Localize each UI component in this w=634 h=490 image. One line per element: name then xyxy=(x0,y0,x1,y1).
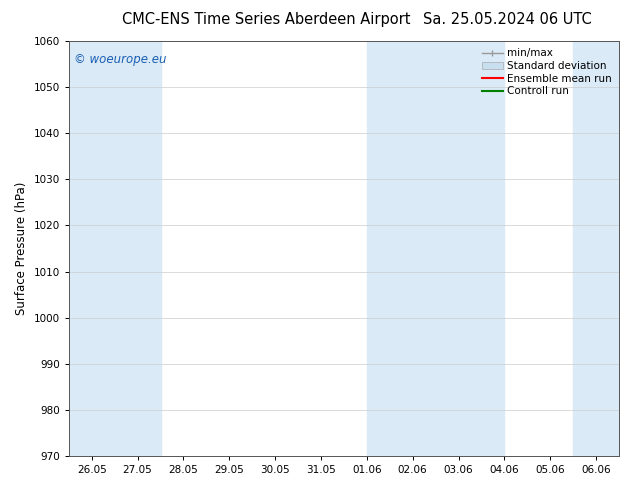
Text: © woeurope.eu: © woeurope.eu xyxy=(74,53,167,67)
Text: CMC-ENS Time Series Aberdeen Airport: CMC-ENS Time Series Aberdeen Airport xyxy=(122,12,411,27)
Bar xyxy=(458,41,505,456)
Bar xyxy=(69,41,115,456)
Bar xyxy=(367,41,413,456)
Text: Sa. 25.05.2024 06 UTC: Sa. 25.05.2024 06 UTC xyxy=(423,12,592,27)
Bar xyxy=(115,41,160,456)
Y-axis label: Surface Pressure (hPa): Surface Pressure (hPa) xyxy=(15,182,28,315)
Legend: min/max, Standard deviation, Ensemble mean run, Controll run: min/max, Standard deviation, Ensemble me… xyxy=(480,46,614,98)
Bar xyxy=(573,41,619,456)
Bar xyxy=(413,41,458,456)
